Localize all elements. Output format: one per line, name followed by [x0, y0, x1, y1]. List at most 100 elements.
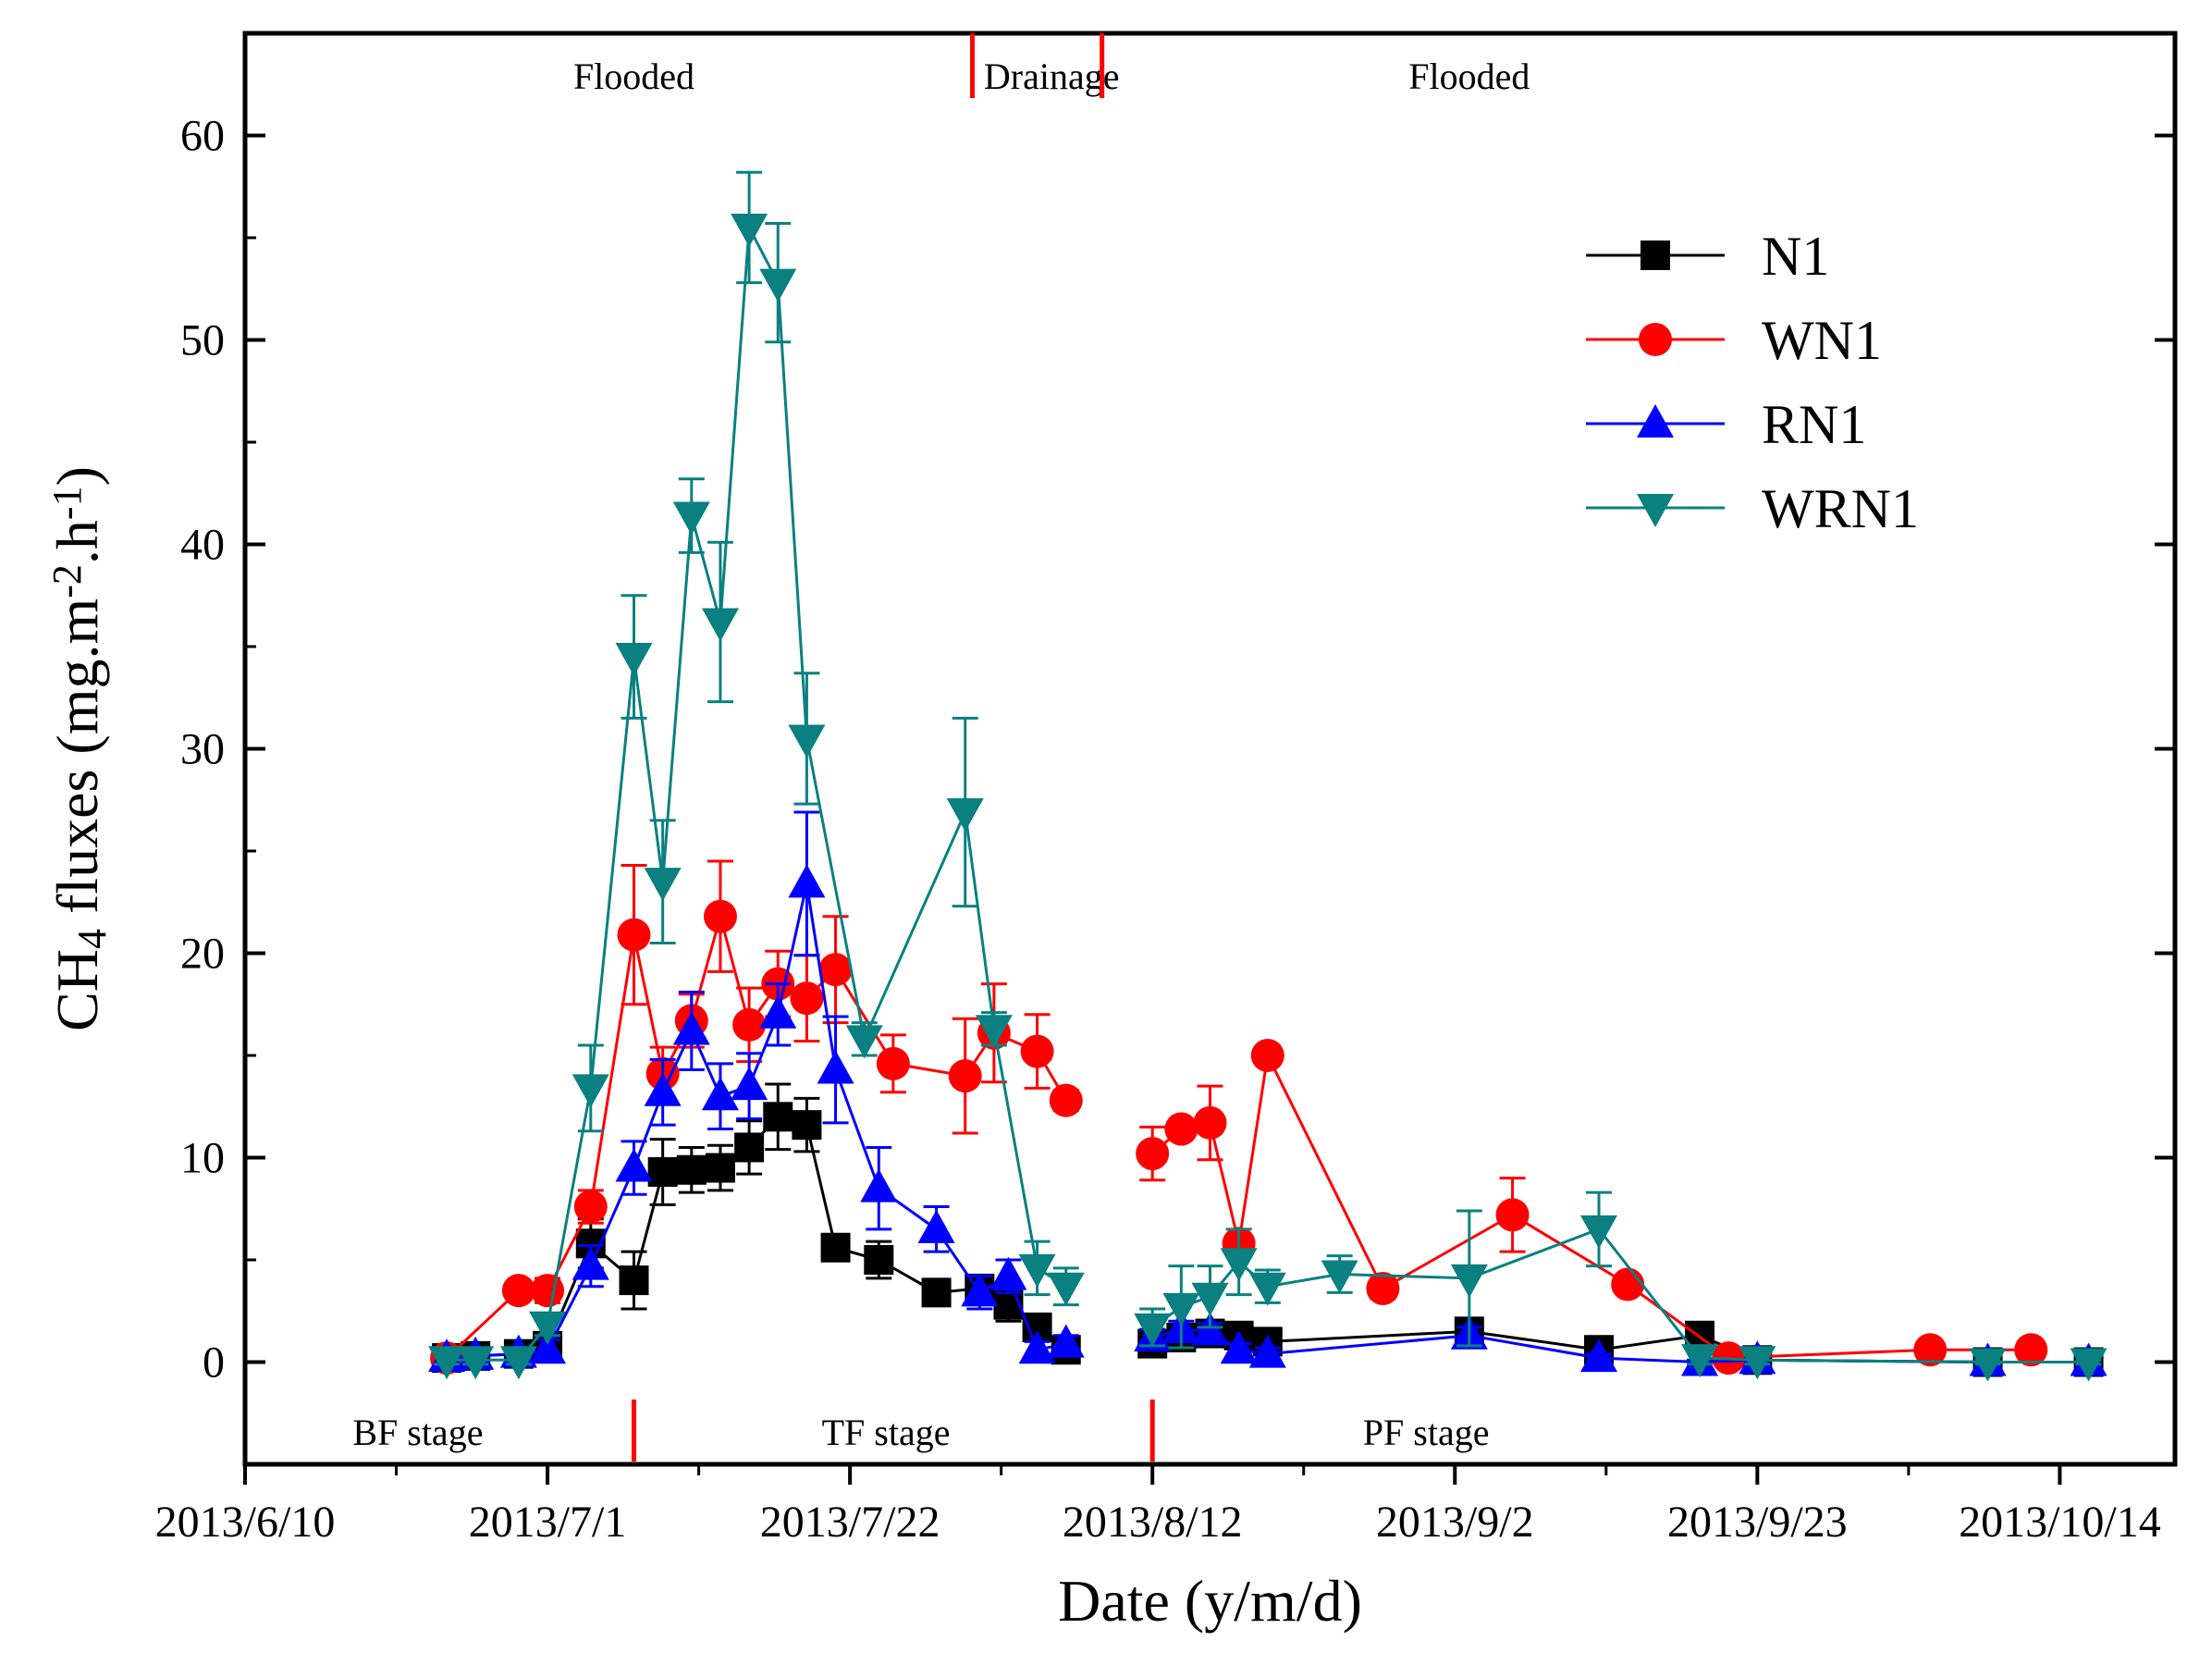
stage-label-bottom: BF stage — [352, 1412, 483, 1453]
x-axis-title: Date (y/m/d) — [1058, 1568, 1362, 1634]
y-axis-title-end: ) — [44, 466, 110, 486]
data-point — [499, 1346, 537, 1380]
data-point — [876, 1046, 910, 1080]
data-point — [1136, 1137, 1170, 1171]
data-point — [1580, 1215, 1618, 1249]
y-axis-title-mid: fluxes (mg.m — [44, 598, 110, 929]
data-point — [1162, 1292, 1200, 1326]
data-point — [989, 1256, 1027, 1290]
y-axis-title: CH4 fluxes (mg.m-2.h-1) — [44, 466, 115, 1031]
data-point — [1047, 1324, 1085, 1358]
data-point — [529, 1311, 567, 1345]
data-point — [788, 864, 826, 898]
data-point — [917, 1209, 955, 1243]
stage-label-bottom: TF stage — [822, 1412, 951, 1453]
data-point — [1220, 1330, 1258, 1364]
data-point — [763, 1102, 793, 1132]
data-point — [703, 899, 737, 933]
series-wrn1 — [428, 170, 2108, 1382]
legend-marker — [1639, 323, 1672, 356]
data-point — [1049, 1083, 1083, 1117]
y-axis-title-base: CH — [44, 949, 110, 1031]
y-tick-label: 40 — [180, 521, 225, 570]
data-point — [1018, 1253, 1056, 1288]
data-point — [644, 868, 682, 902]
data-point — [1495, 1198, 1530, 1232]
data-point — [2014, 1333, 2048, 1367]
y-axis-title-mid2: .h — [44, 520, 110, 564]
data-point — [1913, 1333, 1948, 1367]
data-point — [1250, 1039, 1284, 1072]
data-point — [1220, 1248, 1258, 1282]
y-axis-title-sub: 4 — [69, 929, 115, 949]
legend-label: N1 — [1762, 226, 1829, 287]
data-point — [1969, 1348, 2007, 1382]
data-point — [864, 1245, 894, 1275]
x-tick-label: 2013/6/10 — [155, 1498, 336, 1547]
data-point — [845, 1025, 883, 1059]
data-point — [1580, 1338, 1618, 1373]
data-point — [817, 1050, 854, 1084]
data-point — [1248, 1272, 1286, 1306]
data-point — [1018, 1330, 1056, 1364]
legend-marker — [1637, 404, 1674, 438]
data-point — [529, 1330, 567, 1364]
stage-label-top: Drainage — [984, 56, 1120, 97]
data-point — [1047, 1272, 1085, 1306]
x-tick-label: 2013/10/14 — [1959, 1498, 2161, 1547]
data-point — [860, 1168, 898, 1203]
legend-label: WRN1 — [1762, 478, 1919, 539]
y-tick-label: 30 — [180, 725, 225, 774]
legend-marker — [1641, 241, 1670, 270]
x-tick-label: 2013/7/22 — [760, 1498, 940, 1547]
data-point — [731, 1067, 768, 1101]
data-point — [672, 1011, 710, 1045]
data-point — [1681, 1344, 1719, 1378]
data-point — [790, 981, 824, 1016]
data-point — [1191, 1282, 1229, 1316]
stage-label-top: Flooded — [573, 56, 694, 97]
data-point — [531, 1274, 565, 1308]
data-point — [759, 994, 797, 1029]
data-point — [676, 1154, 707, 1185]
y-tick-label: 20 — [180, 930, 225, 979]
y-axis-title-sup2: -1 — [44, 486, 90, 520]
data-point — [820, 1232, 851, 1263]
data-point — [1321, 1260, 1358, 1294]
data-point — [672, 501, 710, 536]
data-point — [818, 953, 853, 987]
data-point — [615, 1148, 653, 1182]
data-point — [759, 268, 797, 302]
data-point — [731, 213, 768, 247]
data-point — [644, 1072, 682, 1106]
data-point — [571, 1074, 609, 1108]
data-point — [975, 1015, 1013, 1049]
data-point — [1164, 1112, 1198, 1146]
stage-label-bottom: PF stage — [1363, 1412, 1490, 1453]
data-point — [788, 724, 826, 759]
data-point — [1020, 1034, 1054, 1068]
legend-marker — [1637, 494, 1674, 527]
data-point — [571, 1246, 609, 1280]
data-point — [617, 918, 651, 952]
data-point — [701, 1077, 739, 1111]
data-point — [1248, 1334, 1286, 1368]
data-point — [701, 608, 739, 642]
data-point — [732, 1007, 767, 1042]
y-tick-label: 0 — [203, 1338, 225, 1388]
data-point — [647, 1156, 678, 1187]
data-point — [428, 1346, 466, 1380]
legend-label: RN1 — [1762, 394, 1866, 455]
x-tick-label: 2013/7/1 — [469, 1498, 627, 1547]
data-point — [1366, 1271, 1400, 1305]
data-point — [792, 1110, 822, 1141]
data-point — [2070, 1348, 2108, 1382]
legend-label: WN1 — [1762, 310, 1882, 371]
data-point — [1193, 1105, 1227, 1140]
data-point — [1611, 1267, 1645, 1301]
x-tick-label: 2013/9/2 — [1376, 1498, 1534, 1547]
data-point — [705, 1153, 735, 1183]
data-point — [615, 643, 653, 677]
